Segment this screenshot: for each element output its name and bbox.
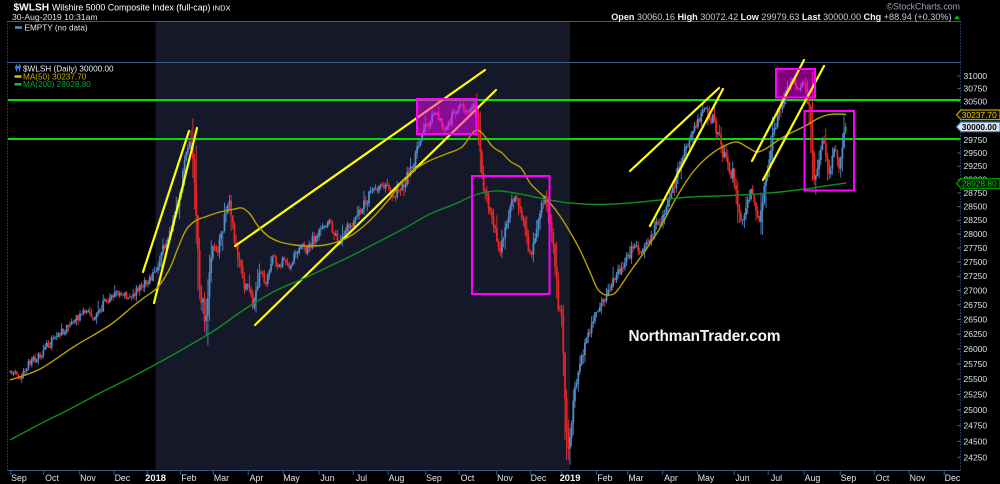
svg-text:NorthmanTrader.com: NorthmanTrader.com [629,328,781,345]
svg-text:May: May [698,473,715,483]
svg-text:29500: 29500 [964,148,988,158]
svg-text:26250: 26250 [964,329,988,339]
svg-text:Sep: Sep [11,473,27,483]
svg-text:Apr: Apr [250,473,264,483]
svg-text:Dec: Dec [531,473,547,483]
svg-text:30-Aug-2019 10:31am: 30-Aug-2019 10:31am [12,12,98,22]
svg-text:Mar: Mar [628,473,643,483]
svg-text:May: May [283,473,300,483]
svg-text:Oct: Oct [876,473,890,483]
svg-text:©StockCharts.com: ©StockCharts.com [887,2,960,12]
svg-text:28250: 28250 [964,215,988,225]
svg-text:25500: 25500 [964,374,988,384]
svg-text:28000: 28000 [964,229,988,239]
svg-text:Sep: Sep [426,473,442,483]
svg-text:Dec: Dec [945,473,961,483]
svg-text:Mar: Mar [214,473,229,483]
svg-text:24750: 24750 [964,421,988,431]
svg-text:Aug: Aug [805,473,821,483]
svg-text:31000: 31000 [964,71,988,81]
svg-text:28500: 28500 [964,202,988,212]
svg-text:27750: 27750 [964,243,988,253]
svg-text:25000: 25000 [964,405,988,415]
svg-text:25750: 25750 [964,359,988,369]
svg-text:Nov: Nov [80,473,96,483]
svg-text:26500: 26500 [964,315,988,325]
svg-text:Nov: Nov [910,473,926,483]
svg-text:Apr: Apr [664,473,678,483]
svg-text:Feb: Feb [597,473,612,483]
svg-text:25250: 25250 [964,390,988,400]
svg-text:Sep: Sep [841,473,857,483]
svg-text:Jul: Jul [356,473,367,483]
svg-text:30237.70: 30237.70 [962,110,997,120]
svg-text:24500: 24500 [964,436,988,446]
svg-text:27500: 27500 [964,257,988,267]
svg-text:2019: 2019 [560,472,581,483]
svg-text:24250: 24250 [964,452,988,462]
svg-text:Oct: Oct [45,473,59,483]
svg-text:Jun: Jun [735,473,749,483]
svg-text:$WLSH (Daily) 30000.00: $WLSH (Daily) 30000.00 [23,64,114,73]
svg-text:MA(50) 30237.70: MA(50) 30237.70 [23,72,87,81]
svg-text:MA(200) 28928.80: MA(200) 28928.80 [23,80,91,89]
svg-text:28750: 28750 [964,188,988,198]
svg-text:Oct: Oct [461,473,475,483]
svg-text:Feb: Feb [181,473,196,483]
svg-text:Aug: Aug [389,473,405,483]
svg-text:29750: 29750 [964,135,988,145]
svg-text:30000.00: 30000.00 [962,122,997,132]
svg-text:28928.80: 28928.80 [962,179,997,189]
svg-text:Open 30060.16 High 30072.42 Lo: Open 30060.16 High 30072.42 Low 29979.63… [611,12,951,22]
svg-text:27250: 27250 [964,271,988,281]
svg-text:2018: 2018 [145,472,166,483]
svg-text:26750: 26750 [964,300,988,310]
svg-text:29250: 29250 [964,161,988,171]
svg-text:Jul: Jul [771,473,782,483]
svg-text:27000: 27000 [964,286,988,296]
svg-text:Jun: Jun [320,473,334,483]
svg-text:$WLSH Wilshire 5000 Composite: $WLSH Wilshire 5000 Composite Index (ful… [14,3,231,14]
svg-text:EMPTY (no data): EMPTY (no data) [25,24,88,33]
svg-text:26000: 26000 [964,344,988,354]
svg-text:30750: 30750 [964,84,988,94]
svg-text:30500: 30500 [964,96,988,106]
svg-text:Dec: Dec [115,473,131,483]
svg-text:Nov: Nov [497,473,513,483]
